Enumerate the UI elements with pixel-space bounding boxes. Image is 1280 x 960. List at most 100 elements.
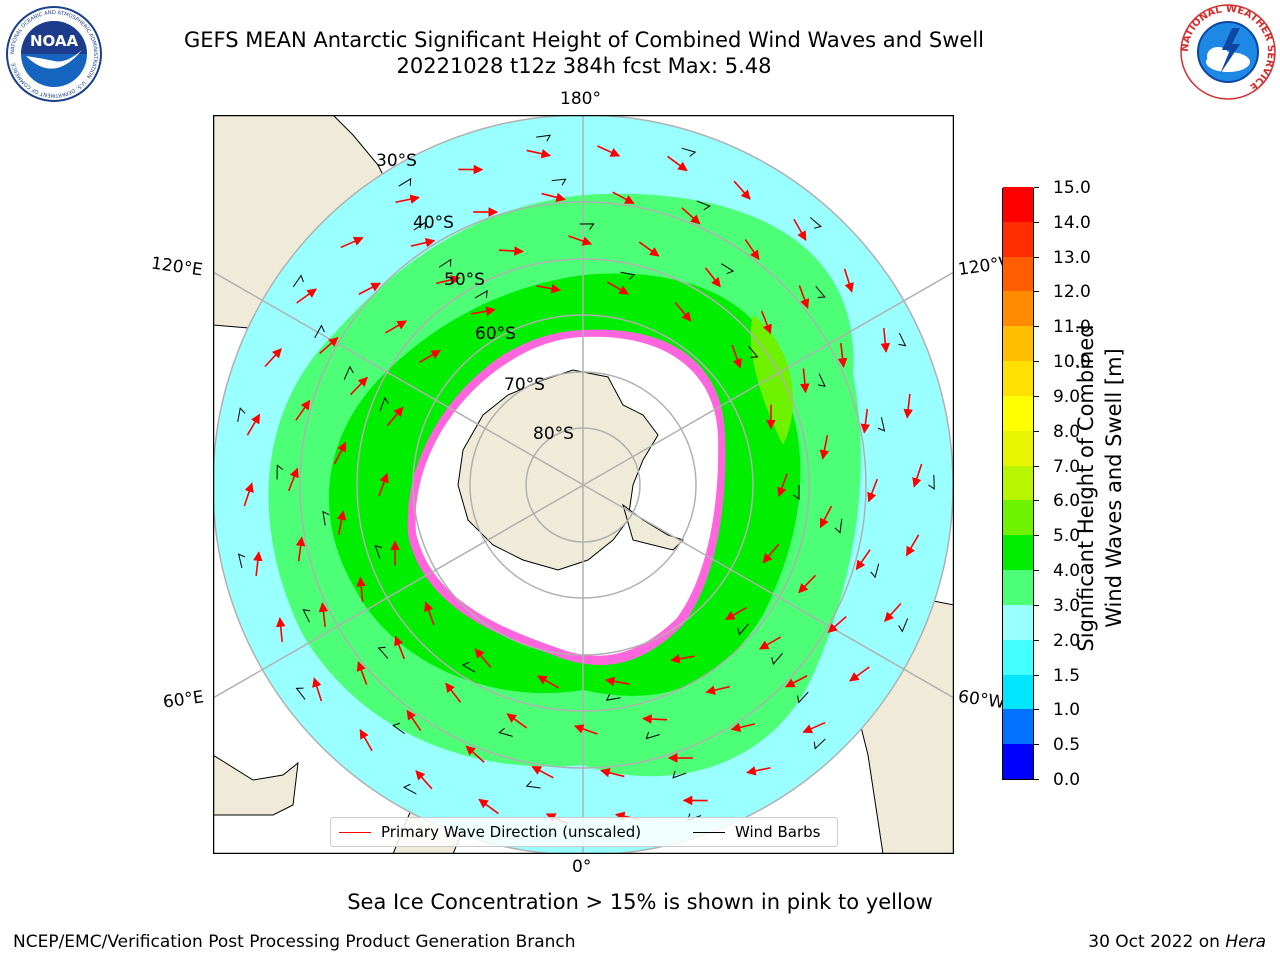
wave-direction-arrow (912, 463, 923, 488)
wind-barb (551, 178, 567, 186)
wind-barb (681, 147, 697, 157)
wave-direction-arrow (275, 617, 286, 643)
lat-label-40s: 40°S (413, 213, 454, 233)
wave-direction-arrow (705, 685, 730, 695)
legend: Primary Wave Direction (unscaled) Wind B… (330, 817, 838, 847)
wave-direction-arrow (642, 714, 668, 724)
wave-direction-arrow (798, 574, 817, 594)
wind-barb (536, 134, 552, 142)
wave-direction-arrow (746, 766, 771, 776)
wave-direction-arrow (358, 282, 382, 295)
sea-ice-note: Sea Ice Concentration > 15% is shown in … (347, 890, 933, 914)
colorbar-segment (1003, 325, 1033, 362)
lat-label-60s: 60°S (475, 324, 516, 344)
wind-barb (672, 770, 687, 779)
wave-direction-arrow (798, 285, 810, 309)
wind-barb (438, 258, 452, 268)
wind-barb (461, 661, 476, 673)
colorbar-segment (1003, 221, 1033, 257)
wind-barb (343, 365, 354, 380)
wind-barb (292, 274, 304, 288)
wave-direction-arrow (880, 327, 891, 353)
wind-barb (737, 623, 749, 636)
colorbar-tick-label: 6.0 (1034, 491, 1080, 511)
wind-barb (771, 653, 783, 666)
wave-direction-arrow (819, 435, 830, 460)
wind-barb (696, 200, 711, 211)
colorbar-segment (1003, 499, 1033, 536)
wind-barb (374, 544, 383, 560)
wind-barb (620, 271, 636, 280)
colorbar-segment (1003, 639, 1033, 675)
lon-label-60e: 60°E (161, 687, 206, 713)
wind-barb (525, 780, 541, 789)
chart-subtitle: 20221028 t12z 384h fcst Max: 5.48 (396, 54, 772, 78)
wave-direction-arrow (526, 149, 552, 159)
wave-direction-arrow (474, 648, 492, 668)
wave-direction-arrow (573, 724, 598, 735)
colorbar-segment (1003, 360, 1033, 396)
footer-date: 30 Oct 2022 on Hera (1088, 932, 1266, 952)
wave-direction-arrow (903, 393, 913, 419)
chart-title: GEFS MEAN Antarctic Significant Height o… (183, 28, 985, 52)
lon-label-180: 180° (560, 89, 601, 109)
wave-direction-arrow (762, 543, 780, 564)
colorbar-tick-label: 0.0 (1034, 770, 1080, 790)
colorbar-tick-label: 1.0 (1034, 700, 1080, 720)
wave-direction-arrow (356, 576, 366, 602)
wave-direction-arrow (384, 320, 408, 334)
wave-direction-arrow (537, 675, 560, 689)
wind-barb (302, 609, 311, 623)
colorbar-segment (1003, 604, 1033, 640)
wind-barb (402, 783, 417, 795)
wind-barb (793, 485, 800, 500)
wind-barb (237, 407, 246, 423)
colorbar (1002, 186, 1034, 780)
wave-direction-arrow (704, 267, 721, 288)
wave-direction-arrow (855, 549, 871, 571)
legend-label-wind-barbs: Wind Barbs (735, 823, 821, 841)
wind-barb (898, 618, 909, 633)
wave-direction-arrow (506, 713, 528, 729)
lat-label-30s: 30°S (376, 151, 417, 171)
colorbar-segment (1003, 186, 1033, 222)
wave-direction-arrow (243, 482, 254, 507)
wave-direction-arrow (295, 399, 311, 421)
lat-label-70s: 70°S (504, 375, 545, 395)
wave-direction-arrow (410, 237, 436, 248)
wave-direction-arrow (793, 218, 807, 241)
wave-direction-arrow (724, 606, 748, 621)
wave-direction-arrow (531, 765, 554, 779)
colorbar-segment (1003, 708, 1033, 745)
wave-direction-arrow (287, 467, 299, 492)
wave-direction-arrow (295, 536, 306, 562)
wave-direction-arrow (784, 675, 808, 688)
wave-direction-arrow (867, 478, 879, 503)
colorbar-segment (1003, 395, 1033, 431)
wave-direction-arrow (394, 635, 406, 660)
colorbar-segment (1003, 534, 1033, 571)
wave-direction-arrow (498, 246, 524, 256)
legend-swatch-red (339, 831, 371, 833)
wave-direction-arrow (340, 236, 364, 249)
colorbar-tick-label: 2.0 (1034, 631, 1080, 651)
wind-barb (748, 345, 759, 358)
wave-direction-arrow (802, 721, 826, 734)
colorbar-tick-label: 9.0 (1034, 387, 1080, 407)
wave-direction-arrow (667, 155, 688, 172)
primary-wave-direction-arrows (243, 145, 923, 825)
wave-direction-arrow (884, 602, 902, 622)
wave-direction-arrow (860, 408, 871, 434)
colorbar-segment (1003, 743, 1033, 779)
wind-barb (413, 221, 427, 231)
wave-direction-arrow (730, 722, 756, 733)
wave-direction-arrow (606, 281, 629, 295)
wind-barb (818, 373, 826, 387)
wave-direction-arrow (604, 676, 630, 687)
colorbar-tick-label: 1.5 (1034, 666, 1080, 686)
colorbar-tick-label: 8.0 (1034, 422, 1080, 442)
colorbar-segment (1003, 430, 1033, 466)
wave-direction-arrow (424, 601, 435, 626)
wave-direction-arrow (638, 241, 660, 257)
wave-direction-arrow (264, 348, 282, 368)
